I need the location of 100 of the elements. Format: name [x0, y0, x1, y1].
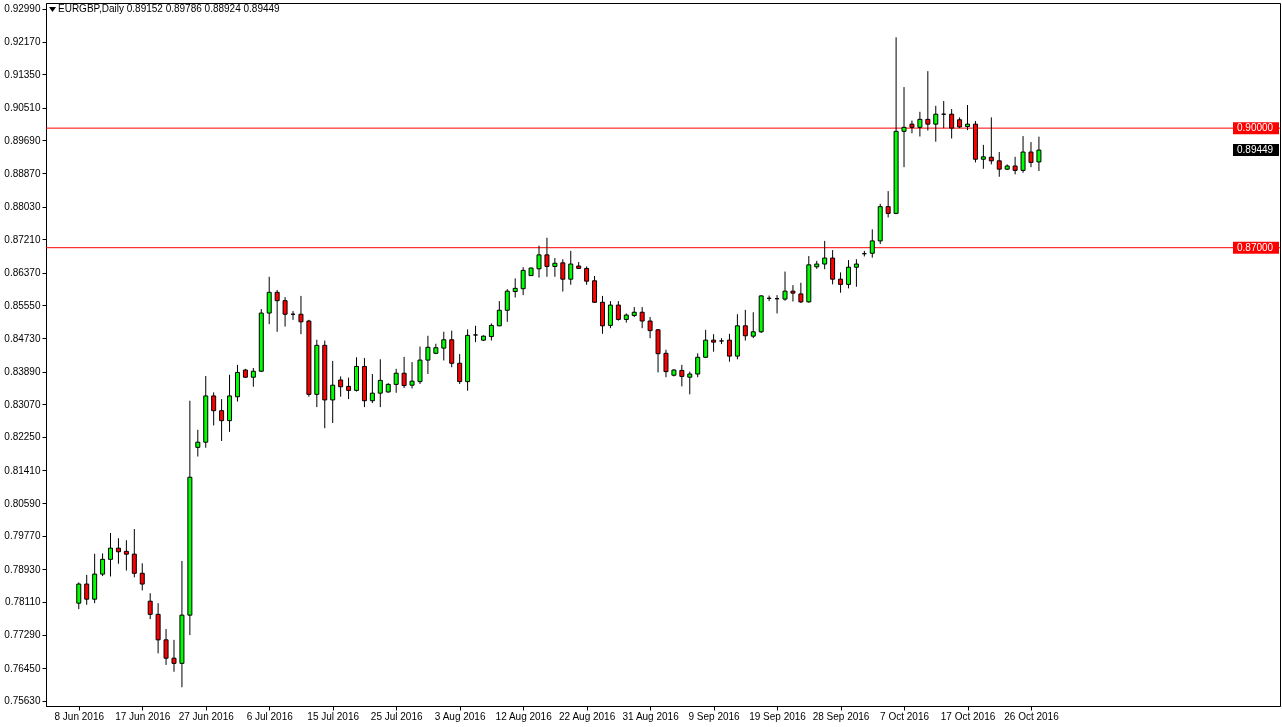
candlestick — [742, 309, 748, 342]
x-tick-label: 12 Aug 2016 — [495, 710, 553, 722]
candlestick — [726, 333, 732, 363]
candlestick — [1020, 135, 1026, 174]
candlestick — [568, 250, 574, 286]
y-tick-label: 0.92170 — [4, 36, 41, 48]
candlestick — [512, 277, 518, 299]
candlestick — [250, 367, 256, 388]
y-tick-label: 0.78110 — [5, 596, 41, 608]
chart-title: EURGBP,Daily 0.89152 0.89786 0.88924 0.89449 — [58, 3, 281, 14]
candlestick — [139, 562, 145, 591]
y-tick-label: 0.88030 — [4, 201, 41, 213]
candlestick — [298, 295, 304, 335]
x-tick-label: 19 Sep 2016 — [749, 710, 807, 722]
candlestick — [449, 330, 455, 368]
y-tick-label: 0.77290 — [4, 629, 41, 641]
x-tick-label: 25 Jul 2016 — [370, 710, 423, 722]
y-tick-label: 0.85550 — [4, 299, 41, 311]
candlestick — [219, 398, 225, 442]
y-tick-label: 0.83070 — [4, 398, 41, 410]
candlestick — [750, 311, 756, 339]
candlestick — [417, 346, 423, 385]
candlestick — [639, 306, 645, 329]
candlestick — [195, 429, 201, 458]
candlestick — [108, 532, 114, 577]
x-tick-label: 26 Oct 2016 — [1004, 710, 1060, 722]
candlestick — [274, 289, 280, 333]
candlestick — [504, 288, 510, 323]
candlestick — [441, 331, 447, 361]
candlestick — [663, 349, 669, 378]
candlestick — [409, 361, 415, 389]
candlestick — [615, 300, 621, 322]
x-tick-label: 6 Jul 2016 — [246, 710, 294, 722]
candlestick — [147, 592, 153, 620]
candlestick — [965, 104, 971, 131]
candlestick — [520, 266, 526, 296]
candlestick — [84, 574, 90, 606]
candlestick — [171, 639, 177, 673]
x-tick-label: 15 Jul 2016 — [307, 710, 360, 722]
x-tick-label: 22 Aug 2016 — [559, 710, 616, 722]
x-tick-label: 9 Sep 2016 — [688, 710, 741, 722]
candlestick — [687, 371, 693, 395]
candlestick — [131, 528, 137, 578]
x-tick-label: 28 Sep 2016 — [812, 710, 870, 722]
candlestick — [869, 228, 875, 259]
x-tick-label: 17 Oct 2016 — [940, 710, 996, 722]
candlestick — [354, 356, 359, 393]
candlestick — [536, 245, 542, 279]
y-tick-label: 0.80590 — [4, 497, 41, 509]
candlestick — [599, 295, 605, 335]
x-tick-label: 31 Aug 2016 — [622, 710, 680, 722]
candlestick — [679, 364, 685, 387]
x-tick-label: 27 Jun 2016 — [178, 710, 235, 722]
candlestick — [853, 258, 859, 288]
candlestick — [1028, 141, 1034, 168]
candlestick — [1012, 156, 1018, 175]
candlestick — [584, 265, 590, 286]
candlestick — [790, 284, 796, 302]
candlestick — [496, 300, 502, 327]
candlestick — [377, 358, 383, 408]
candlestick — [123, 539, 129, 571]
x-tick-label: 7 Oct 2016 — [880, 710, 930, 722]
candlestick — [369, 373, 375, 404]
candlestick — [592, 275, 598, 304]
candlestick — [560, 258, 566, 293]
y-tick-label: 0.75630 — [4, 695, 41, 707]
candlestick — [282, 296, 288, 328]
candlestick — [346, 377, 352, 400]
y-tick-label: 0.88870 — [4, 167, 41, 179]
y-tick-label: 0.89690 — [4, 134, 41, 146]
y-tick-label: 0.84730 — [4, 332, 41, 344]
candlestick — [163, 628, 169, 666]
candlestick — [401, 356, 407, 389]
candlestick — [115, 537, 121, 565]
candlestick — [822, 240, 828, 270]
candlestick — [607, 300, 613, 329]
candlestick — [830, 249, 836, 285]
candlestick — [845, 259, 851, 289]
candlestick — [76, 581, 82, 610]
y-tick-label: 0.91350 — [4, 68, 41, 80]
y-tick-label: 0.78930 — [4, 563, 41, 575]
x-tick-label: 17 Jun 2016 — [115, 710, 171, 722]
candlestick — [885, 190, 891, 218]
x-tick-label: 3 Aug 2016 — [434, 710, 486, 722]
candlestick — [655, 328, 661, 373]
y-tick-label: 0.82250 — [4, 431, 41, 443]
candlestick — [393, 368, 399, 394]
y-tick-label: 0.90510 — [4, 102, 41, 114]
ref-line-label: 0.90000 — [1237, 122, 1274, 134]
candlestick — [647, 316, 653, 339]
candlestick — [933, 105, 939, 143]
candlestick — [338, 375, 344, 398]
candlestick — [703, 329, 709, 359]
candlestick — [838, 271, 844, 294]
y-tick-label: 0.81410 — [4, 464, 41, 476]
candlestick — [457, 353, 463, 385]
text: 0.89449 — [1237, 144, 1274, 156]
candlestick — [330, 360, 336, 424]
candlestick — [100, 552, 106, 577]
candlestick — [1036, 136, 1042, 172]
